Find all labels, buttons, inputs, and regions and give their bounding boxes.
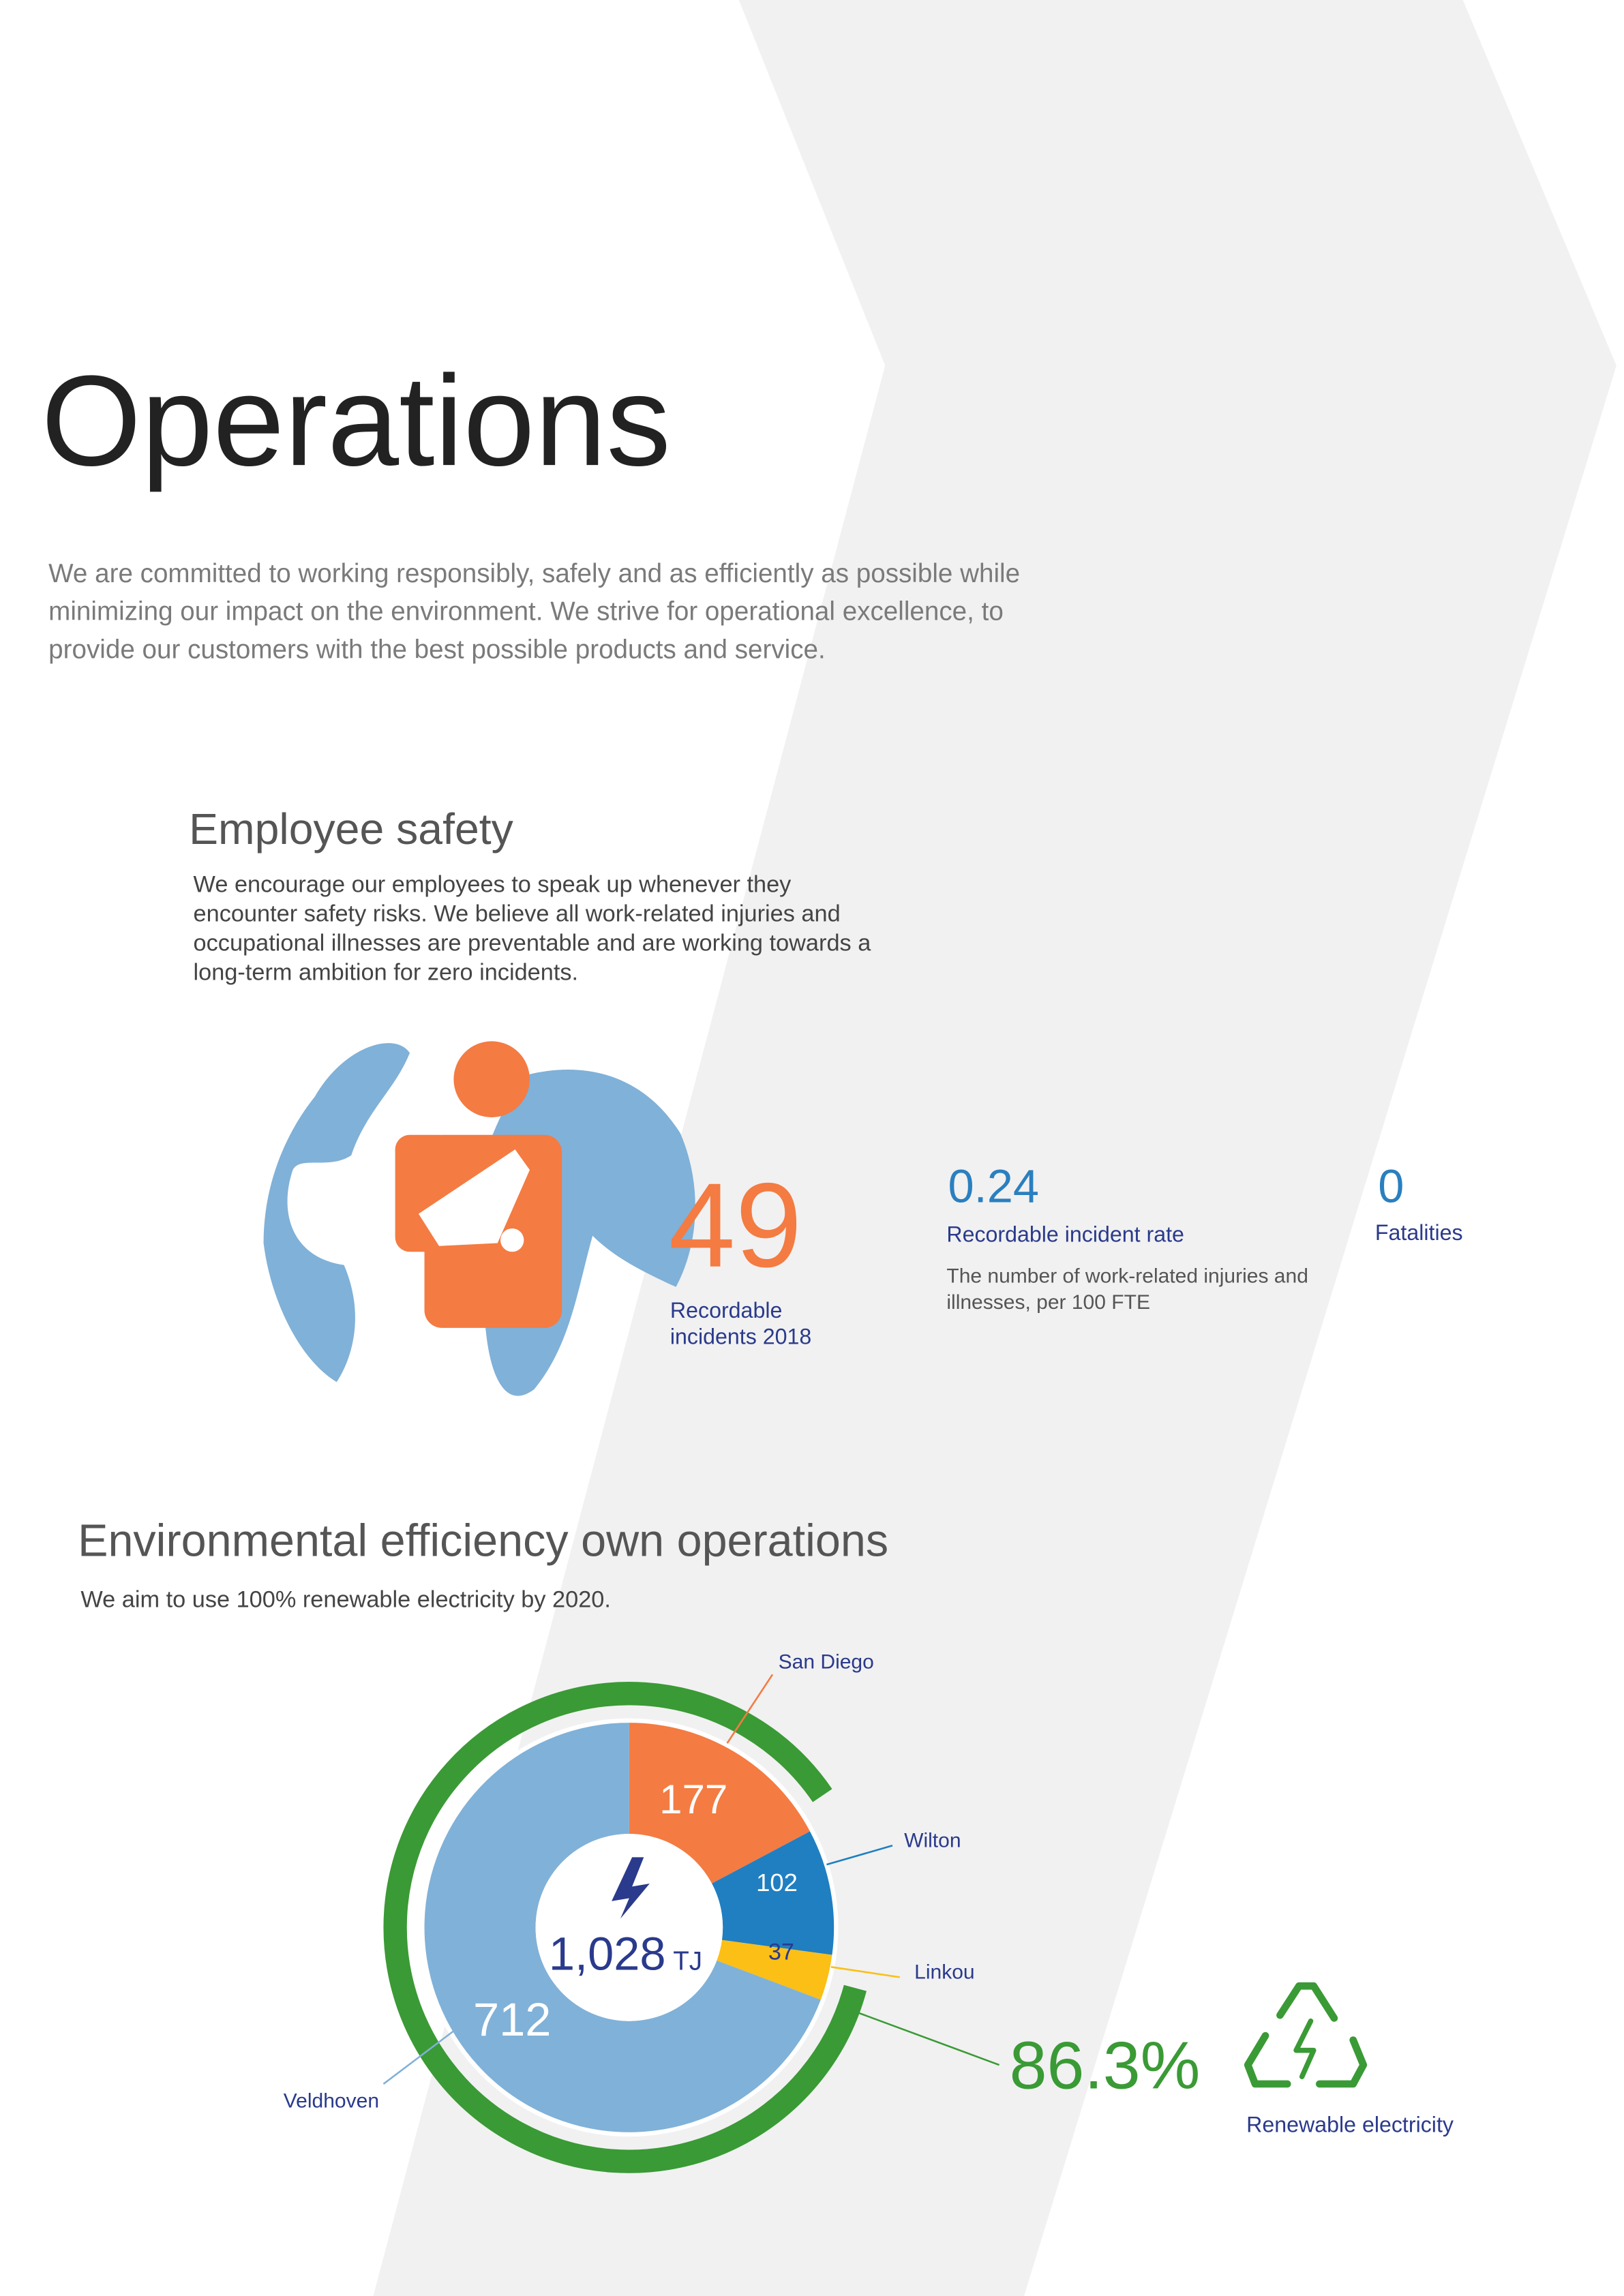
rate-label: Recordable incident rate [946, 1222, 1184, 1246]
rate-note: illnesses, per 100 FTE [946, 1291, 1150, 1314]
intro: We are committed to working responsibly,… [48, 559, 1020, 665]
donut-segment [629, 1723, 810, 1884]
sling [418, 1149, 530, 1246]
recycle-arrow [1276, 1982, 1338, 2022]
leader-line [826, 1845, 893, 1866]
segment-label: Linkou [914, 1961, 974, 1983]
rate-note: The number of work-related injuries and [946, 1265, 1308, 1287]
leader-line [726, 1674, 774, 1744]
rate-value: 0.24 [948, 1160, 1040, 1212]
text-line: long-term ambition for zero incidents. [194, 959, 579, 985]
fatalities-label: Fatalities [1375, 1220, 1463, 1245]
person-icon [395, 1041, 562, 1328]
total-unit: TJ [673, 1947, 702, 1976]
page-title: Operations [41, 349, 670, 493]
renewable-value: 86.3% [1010, 2027, 1201, 2102]
continent [263, 1043, 410, 1383]
fatalities-value: 0 [1378, 1160, 1404, 1212]
intro-line: minimizing our impact on the environment… [48, 597, 1004, 626]
recycle-arrow [1244, 2031, 1291, 2088]
person-head [453, 1041, 530, 1117]
segment-label: Wilton [904, 1829, 961, 1852]
segment-label: Veldhoven [284, 2089, 379, 2112]
safety-text: We encourage our employees to speak up w… [194, 872, 872, 986]
donut-segment [712, 1831, 834, 1955]
section-title: Environmental efficiency own operations [78, 1516, 888, 1567]
segment-value: 37 [768, 1939, 794, 1965]
segment-value: 102 [756, 1869, 798, 1897]
renewable-ring [383, 1682, 867, 2173]
donut-segment [717, 1939, 832, 2000]
section-title: Employee safety [189, 804, 513, 854]
energy-icon [612, 1857, 650, 1919]
donut-segment [424, 1723, 821, 2132]
chevron-band [373, 0, 1617, 2296]
segment-value: 712 [473, 1993, 552, 2046]
donut-chart: 177 San Diego 102 Wilton 37 Linkou 712 Veldhove… [284, 1651, 975, 2173]
renewable-label: Renewable electricity [1246, 2113, 1454, 2137]
segment-label: San Diego [779, 1651, 874, 1674]
incident-label: Recordable [670, 1298, 782, 1323]
text-line: occupational illnesses are preventable a… [194, 930, 872, 956]
sling-hand [500, 1228, 524, 1252]
recycle-bolt [1293, 2018, 1317, 2079]
section-text: We aim to use 100% renewable electricity… [80, 1587, 611, 1613]
text-line: encounter safety risks. We believe all w… [194, 901, 841, 926]
total-value: 1,028 [549, 1928, 666, 1980]
recycle-arrow [1316, 2036, 1368, 2088]
intro-line: We are committed to working responsibly,… [48, 559, 1020, 588]
recycle-icon [1244, 1982, 1368, 2088]
donut-hole [535, 1834, 723, 2021]
incident-label: incidents 2018 [670, 1324, 811, 1348]
renewable-leader [852, 2010, 1000, 2066]
intro-line: provide our customers with the best poss… [48, 635, 826, 664]
segment-value: 177 [659, 1777, 727, 1822]
text-line: We encourage our employees to speak up w… [194, 872, 792, 898]
leader-line [382, 2025, 462, 2085]
incident-count: 49 [669, 1159, 802, 1293]
leader-line [830, 1966, 900, 1978]
